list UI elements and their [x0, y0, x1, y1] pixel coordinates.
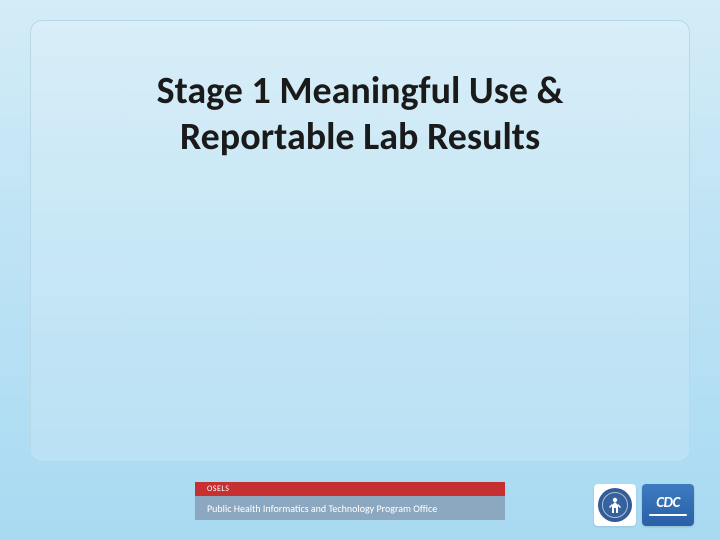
osels-bar: OSELS	[195, 482, 505, 496]
program-office-label: Public Health Informatics and Technology…	[207, 502, 437, 515]
cdc-logo: CDC	[642, 484, 694, 526]
title-line-2: Reportable Lab Results	[180, 114, 540, 160]
cdc-underline-icon	[649, 514, 687, 516]
hhs-seal-icon	[598, 488, 632, 522]
cdc-text: CDC	[656, 494, 680, 512]
footer-area: OSELS Public Health Informatics and Tech…	[0, 462, 720, 540]
title-line-1: Stage 1 Meaningful Use &	[157, 68, 564, 114]
logo-container: CDC	[594, 484, 694, 526]
hhs-figure-icon	[608, 496, 622, 514]
hhs-logo	[594, 484, 636, 526]
content-frame: Stage 1 Meaningful Use & Reportable Lab …	[30, 20, 690, 462]
slide-title: Stage 1 Meaningful Use & Reportable Lab …	[81, 69, 639, 160]
program-office-bar: Public Health Informatics and Technology…	[195, 496, 505, 520]
osels-label: OSELS	[207, 484, 229, 494]
